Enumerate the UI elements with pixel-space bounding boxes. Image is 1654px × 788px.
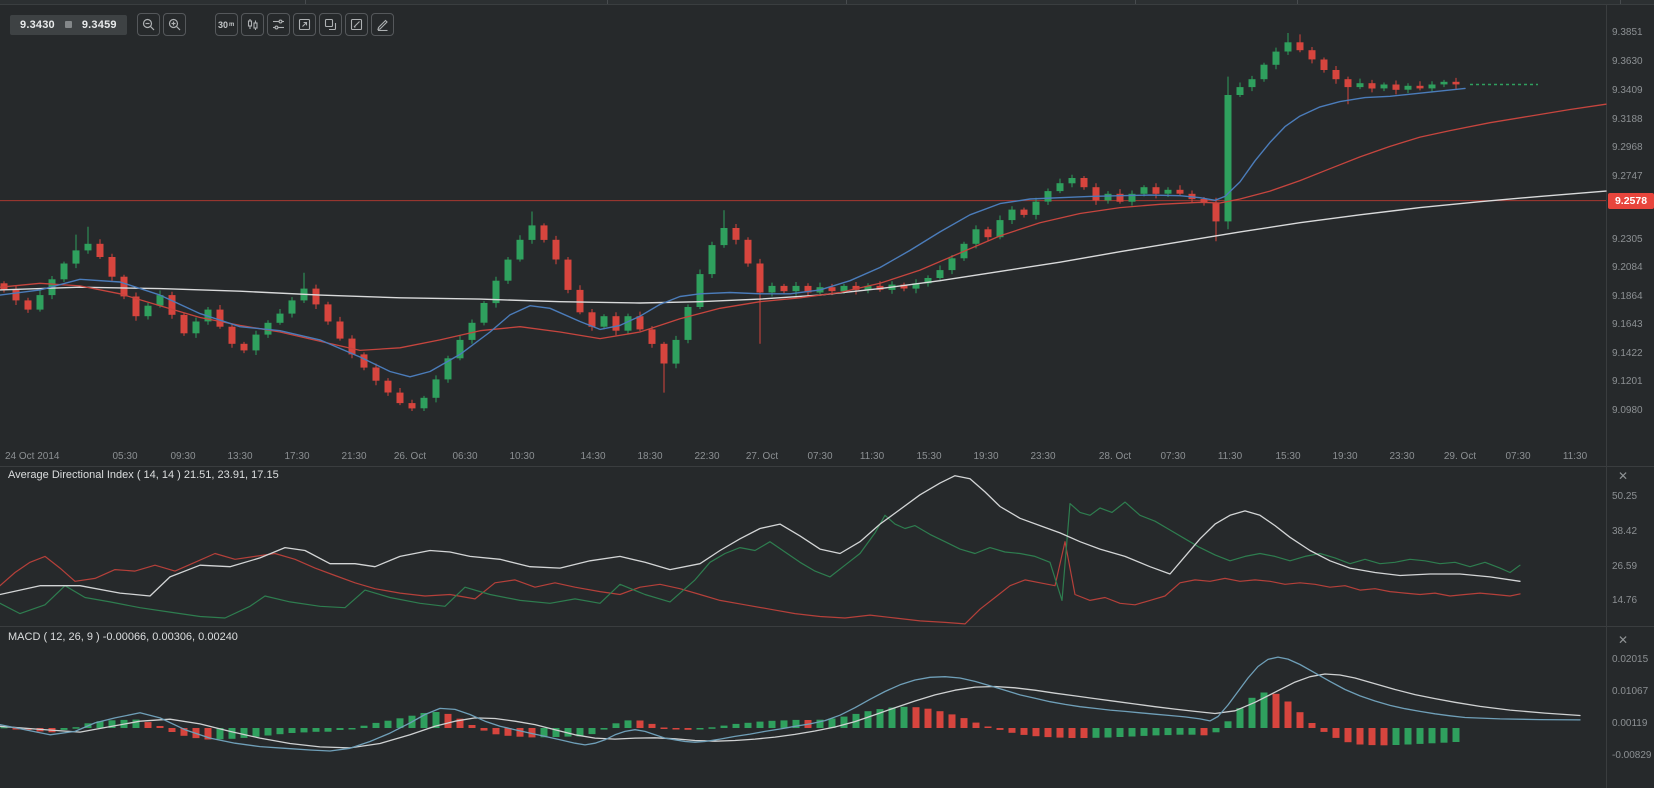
time-tick: 29. Oct: [1443, 451, 1477, 462]
time-tick: 19:30: [1332, 451, 1358, 462]
price-tick: 9.1643: [1612, 319, 1643, 330]
time-tick: 15:30: [916, 451, 942, 462]
price-axis-border: [1606, 4, 1607, 788]
ma-red-line: [0, 103, 1607, 352]
time-tick: 13:30: [227, 451, 253, 462]
chart-toolbar: 9.3430 9.3459 30 m: [10, 13, 397, 36]
macd-tick: -0.00829: [1612, 750, 1652, 761]
time-tick: 22:30: [694, 451, 720, 462]
price-tick: 9.1864: [1612, 291, 1643, 302]
draw-button[interactable]: [370, 13, 394, 36]
timeframe-button[interactable]: 30 m: [214, 13, 238, 36]
ma-white-line: [0, 190, 1607, 304]
tab-divider: [1135, 0, 1136, 4]
time-tick: 11:30: [1217, 451, 1243, 462]
time-tick: 11:30: [1562, 451, 1588, 462]
plus-di-line: [0, 501, 1521, 619]
adx-tick: 14.76: [1612, 595, 1638, 606]
price-tick: 9.1422: [1612, 348, 1643, 359]
fullscreen-button[interactable]: [292, 13, 316, 36]
time-tick: 09:30: [170, 451, 196, 462]
macd-panel-close-icon[interactable]: ✕: [1617, 633, 1629, 647]
macd-tick: 0.01067: [1612, 686, 1649, 697]
macd-line: [0, 656, 1581, 752]
time-tick: 14:30: [580, 451, 606, 462]
zoom-out-button[interactable]: [136, 13, 160, 36]
adx-panel-separator: [0, 466, 1654, 467]
time-tick: 23:30: [1389, 451, 1415, 462]
time-tick: 17:30: [284, 451, 310, 462]
price-tick: 9.1201: [1612, 376, 1643, 387]
zoom-in-icon: [168, 18, 181, 31]
time-tick: 23:30: [1030, 451, 1056, 462]
overlap-squares-icon: [324, 18, 337, 31]
adx-tick: 26.59: [1612, 561, 1638, 572]
time-tick: 10:30: [509, 451, 535, 462]
current-price-badge: 9.2578: [1608, 193, 1654, 209]
adx-line: [0, 475, 1521, 597]
candlestick-series: [0, 33, 1460, 411]
ma-blue-line: [0, 87, 1466, 378]
adx-panel-close-icon[interactable]: ✕: [1617, 469, 1629, 483]
time-tick: 28. Oct: [1098, 451, 1132, 462]
zoom-out-icon: [142, 18, 155, 31]
time-tick: 15:30: [1275, 451, 1301, 462]
time-tick: 06:30: [452, 451, 478, 462]
time-tick: 07:30: [807, 451, 833, 462]
adx-tick: 50.25: [1612, 491, 1638, 502]
price-tick: 9.0980: [1612, 405, 1643, 416]
tab-divider: [305, 0, 306, 4]
spread-indicator-icon: [64, 21, 72, 28]
expand-icon: [298, 18, 311, 31]
price-tick: 9.2305: [1612, 234, 1643, 245]
minus-di-line: [0, 541, 1521, 625]
adx-tick: 38.42: [1612, 526, 1638, 537]
time-tick: 19:30: [973, 451, 999, 462]
time-tick: 26. Oct: [393, 451, 427, 462]
tab-divider: [846, 0, 847, 4]
price-tick: 9.3630: [1612, 56, 1643, 67]
price-tick: 9.2968: [1612, 142, 1643, 153]
macd-tick: 0.02015: [1612, 654, 1649, 665]
price-tick: 9.3851: [1612, 27, 1643, 38]
time-tick: 07:30: [1160, 451, 1186, 462]
bid-price: 9.3430: [20, 18, 55, 31]
macd-signal-line: [0, 673, 1581, 749]
macd-tick: 0.00119: [1612, 718, 1648, 729]
price-tick: 9.2084: [1612, 262, 1643, 273]
compare-button[interactable]: [318, 13, 342, 36]
tab-divider: [1620, 0, 1621, 4]
time-tick: 27. Oct: [745, 451, 779, 462]
time-tick: 21:30: [341, 451, 367, 462]
price-tick: 9.2747: [1612, 171, 1643, 182]
sliders-icon: [272, 18, 285, 31]
chart-type-button[interactable]: [240, 13, 264, 36]
candlestick-icon: [246, 18, 259, 31]
time-tick: 11:30: [859, 451, 885, 462]
edit-square-icon: [350, 18, 363, 31]
tab-divider: [607, 0, 608, 4]
timeframe-unit: m: [229, 21, 235, 28]
tab-divider: [1297, 0, 1298, 4]
time-tick: 24 Oct 2014: [5, 451, 60, 462]
macd-panel-title: MACD ( 12, 26, 9 ) -0.00066, 0.00306, 0.…: [8, 631, 238, 643]
annotate-button[interactable]: [344, 13, 368, 36]
quote-box[interactable]: 9.3430 9.3459: [10, 14, 127, 35]
time-tick: 18:30: [637, 451, 663, 462]
pencil-icon: [376, 18, 389, 31]
studies-button[interactable]: [266, 13, 290, 36]
price-tick: 9.3409: [1612, 85, 1643, 96]
adx-panel-title: Average Directional Index ( 14, 14 ) 21.…: [8, 469, 279, 481]
timeframe-value: 30: [218, 19, 229, 30]
time-tick: 07:30: [1505, 451, 1531, 462]
time-tick: 05:30: [112, 451, 138, 462]
price-tick: 9.3188: [1612, 114, 1643, 125]
macd-panel-separator: [0, 626, 1654, 627]
ask-price: 9.3459: [81, 18, 117, 31]
top-tab-strip[interactable]: [0, 0, 1654, 5]
zoom-in-button[interactable]: [162, 13, 186, 36]
